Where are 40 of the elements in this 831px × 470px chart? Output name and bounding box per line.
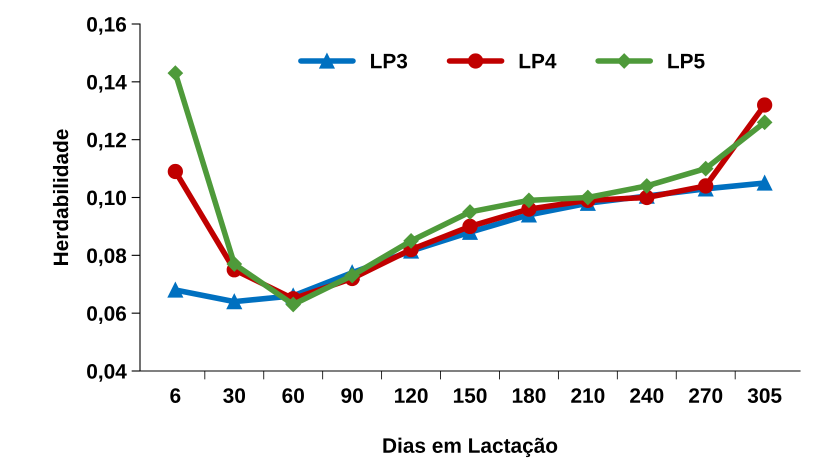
x-tick-label: 6	[170, 388, 180, 403]
y-tick-label: 0,16	[87, 17, 126, 35]
legend-label: LP4	[520, 54, 556, 68]
y-tick-label: 0,12	[87, 132, 126, 150]
point	[521, 192, 536, 208]
x-tick-label: 180	[512, 388, 546, 403]
point	[404, 233, 419, 248]
point	[462, 204, 478, 220]
x-tick-label: 240	[630, 388, 664, 403]
point	[462, 218, 478, 234]
point	[226, 294, 242, 310]
y-axis-title: Herdabilidade	[52, 129, 68, 265]
point	[286, 296, 301, 312]
y-tick-label: 0,08	[87, 248, 126, 266]
x-tick-label: 150	[454, 388, 487, 403]
point	[757, 114, 772, 130]
point	[344, 268, 360, 284]
point	[757, 175, 772, 191]
point	[226, 256, 242, 272]
x-tick-label: 120	[395, 388, 428, 403]
y-tick-label: 0,04	[87, 364, 127, 382]
point	[698, 161, 714, 176]
x-axis-title: Dias em Lactação	[383, 438, 558, 458]
x-tick-label: 90	[341, 388, 363, 403]
point	[639, 178, 654, 194]
legend-label: LP3	[371, 54, 408, 68]
x-tick-label: 270	[689, 388, 722, 403]
x-tick-label: 305	[748, 388, 782, 403]
legend-label: LP5	[668, 54, 705, 68]
point	[757, 97, 772, 113]
point	[168, 282, 183, 298]
point	[168, 66, 183, 81]
x-tick-label: 30	[223, 388, 246, 403]
x-tick-label: 210	[571, 388, 604, 403]
point	[698, 178, 714, 194]
y-tick-label: 0,10	[87, 190, 126, 208]
x-tick-label: 60	[282, 388, 304, 403]
point	[168, 164, 183, 180]
y-tick-label: 0,14	[87, 74, 127, 93]
y-tick-label: 0,06	[87, 306, 126, 324]
